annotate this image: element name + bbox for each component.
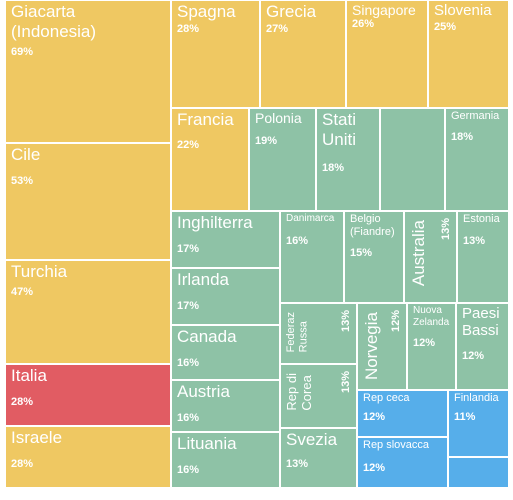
treemap-tile-rep-di-corea: Rep di Corea 13% bbox=[280, 364, 357, 428]
treemap-tile-singapore: Singapore 26% bbox=[346, 0, 428, 108]
tile-value: 28% bbox=[11, 458, 34, 470]
tile-label: Lituania bbox=[177, 434, 237, 453]
treemap-tile-francia: Francia 22% bbox=[171, 108, 249, 211]
treemap-tile-austria: Austria 16% bbox=[171, 380, 280, 432]
tile-value: 17% bbox=[177, 243, 200, 255]
tile-value: 27% bbox=[266, 23, 289, 35]
tile-label: Giacarta (Indonesia) bbox=[11, 2, 97, 41]
treemap-tile-canada: Canada 16% bbox=[171, 325, 280, 380]
tile-value: 13% bbox=[463, 235, 486, 247]
tile-value: 12% bbox=[363, 462, 386, 474]
tile-value: 12% bbox=[413, 337, 436, 349]
tile-value: 19% bbox=[255, 135, 278, 147]
tile-value: 13% bbox=[340, 371, 352, 394]
treemap-tile-lituania: Lituania 16% bbox=[171, 432, 280, 488]
treemap-tile-polonia: Polonia 19% bbox=[249, 108, 316, 211]
treemap-tile-federaz-russa: Federaz Russa 13% bbox=[280, 303, 357, 364]
tile-label: Austria bbox=[177, 382, 230, 401]
tile-value: 12% bbox=[363, 411, 386, 423]
tile-value: 53% bbox=[11, 175, 34, 187]
tile-value: 11% bbox=[454, 411, 476, 423]
treemap-tile-nuova-zelanda: Nuova Zelanda 12% bbox=[407, 303, 456, 390]
tile-label: Rep ceca bbox=[363, 392, 410, 404]
tile-label: Germania bbox=[451, 110, 500, 122]
tile-label: Slovenia bbox=[434, 2, 492, 19]
tile-value: 16% bbox=[177, 464, 200, 476]
tile-value: 16% bbox=[286, 235, 309, 247]
tile-label: Nuova Zelanda bbox=[413, 305, 450, 328]
treemap-tile-blank-32 bbox=[448, 457, 509, 488]
treemap-tile-stati-uniti: Stati Uniti 18% bbox=[316, 108, 380, 211]
tile-value: 28% bbox=[177, 23, 200, 35]
tile-label: Francia bbox=[177, 110, 234, 129]
tile-value: 26% bbox=[352, 18, 375, 30]
tile-label: Svezia bbox=[286, 430, 338, 449]
treemap-tile-israele: Israele 28% bbox=[5, 426, 171, 488]
treemap-tile-blank-12 bbox=[380, 108, 445, 211]
treemap-tile-rep-ceca: Rep ceca 12% bbox=[357, 390, 448, 437]
tile-value: 28% bbox=[11, 396, 34, 408]
tile-value: 17% bbox=[177, 300, 200, 312]
treemap-tile-rep-slovacca: Rep slovacca 12% bbox=[357, 437, 448, 488]
tile-value: 12% bbox=[390, 310, 402, 333]
tile-value: 13% bbox=[286, 458, 309, 470]
treemap-tile-finlandia: Finlandia 11% bbox=[448, 390, 509, 457]
treemap-tile-giacarta-indonesia: Giacarta (Indonesia) 69% bbox=[5, 0, 171, 143]
tile-label: Grecia bbox=[266, 2, 317, 21]
treemap-tile-danimarca: Danimarca 16% bbox=[280, 211, 344, 303]
treemap-tile-inghilterra: Inghilterra 17% bbox=[171, 211, 280, 268]
tile-value: 13% bbox=[440, 218, 452, 241]
tile-label: Finlandia bbox=[454, 392, 499, 404]
treemap-tile-cile: Cile 53% bbox=[5, 143, 171, 260]
tile-value: 69% bbox=[11, 46, 34, 58]
tile-label: Irlanda bbox=[177, 270, 229, 289]
tile-label: Rep slovacca bbox=[363, 439, 430, 451]
tile-value: 12% bbox=[462, 350, 485, 362]
tile-label: Inghilterra bbox=[177, 213, 253, 232]
tile-label: Paesi Bassi bbox=[462, 305, 500, 340]
tile-label: Turchia bbox=[11, 262, 68, 281]
tile-value: 25% bbox=[434, 21, 457, 33]
tile-label: Australia bbox=[409, 220, 428, 287]
tile-value: 47% bbox=[11, 286, 34, 298]
tile-value: 18% bbox=[322, 162, 345, 174]
tile-label: Polonia bbox=[255, 110, 302, 126]
treemap-tile-norvegia: Norvegia 12% bbox=[357, 303, 407, 390]
tile-value: 16% bbox=[177, 357, 200, 369]
treemap-tile-grecia: Grecia 27% bbox=[260, 0, 346, 108]
tile-value: 16% bbox=[177, 412, 200, 424]
tile-value: 15% bbox=[350, 247, 373, 259]
tile-label: Canada bbox=[177, 327, 237, 346]
tile-label: Norvegia bbox=[362, 312, 381, 381]
tile-label: Federaz Russa bbox=[285, 312, 310, 353]
tile-label: Spagna bbox=[177, 2, 236, 21]
treemap-tile-paesi-bassi: Paesi Bassi 12% bbox=[456, 303, 509, 390]
tile-label: Rep di Corea bbox=[284, 373, 314, 411]
tile-label: Israele bbox=[11, 428, 63, 447]
treemap-tile-slovenia: Slovenia 25% bbox=[428, 0, 509, 108]
treemap-tile-turchia: Turchia 47% bbox=[5, 260, 171, 364]
treemap-tile-italia: Italia 28% bbox=[5, 364, 171, 426]
tile-label: Italia bbox=[11, 366, 47, 385]
treemap-tile-irlanda: Irlanda 17% bbox=[171, 268, 280, 325]
tile-label: Stati Uniti bbox=[322, 110, 357, 149]
treemap-tile-spagna: Spagna 28% bbox=[171, 0, 260, 108]
treemap-tile-estonia: Estonia 13% bbox=[457, 211, 509, 303]
treemap-tile-australia: Australia 13% bbox=[404, 211, 457, 303]
tile-value: 18% bbox=[451, 131, 474, 143]
tile-label: Cile bbox=[11, 145, 41, 164]
treemap-tile-belgio-fiandre: Belgio (Fiandre) 15% bbox=[344, 211, 404, 303]
tile-value: 22% bbox=[177, 139, 200, 151]
tile-label: Belgio (Fiandre) bbox=[350, 213, 395, 238]
tile-label: Estonia bbox=[463, 213, 500, 225]
treemap-tile-svezia: Svezia 13% bbox=[280, 428, 357, 488]
treemap-tile-germania: Germania 18% bbox=[445, 108, 509, 211]
tile-label: Singapore bbox=[352, 2, 416, 18]
tile-value: 13% bbox=[340, 310, 352, 333]
tile-label: Danimarca bbox=[286, 213, 335, 224]
